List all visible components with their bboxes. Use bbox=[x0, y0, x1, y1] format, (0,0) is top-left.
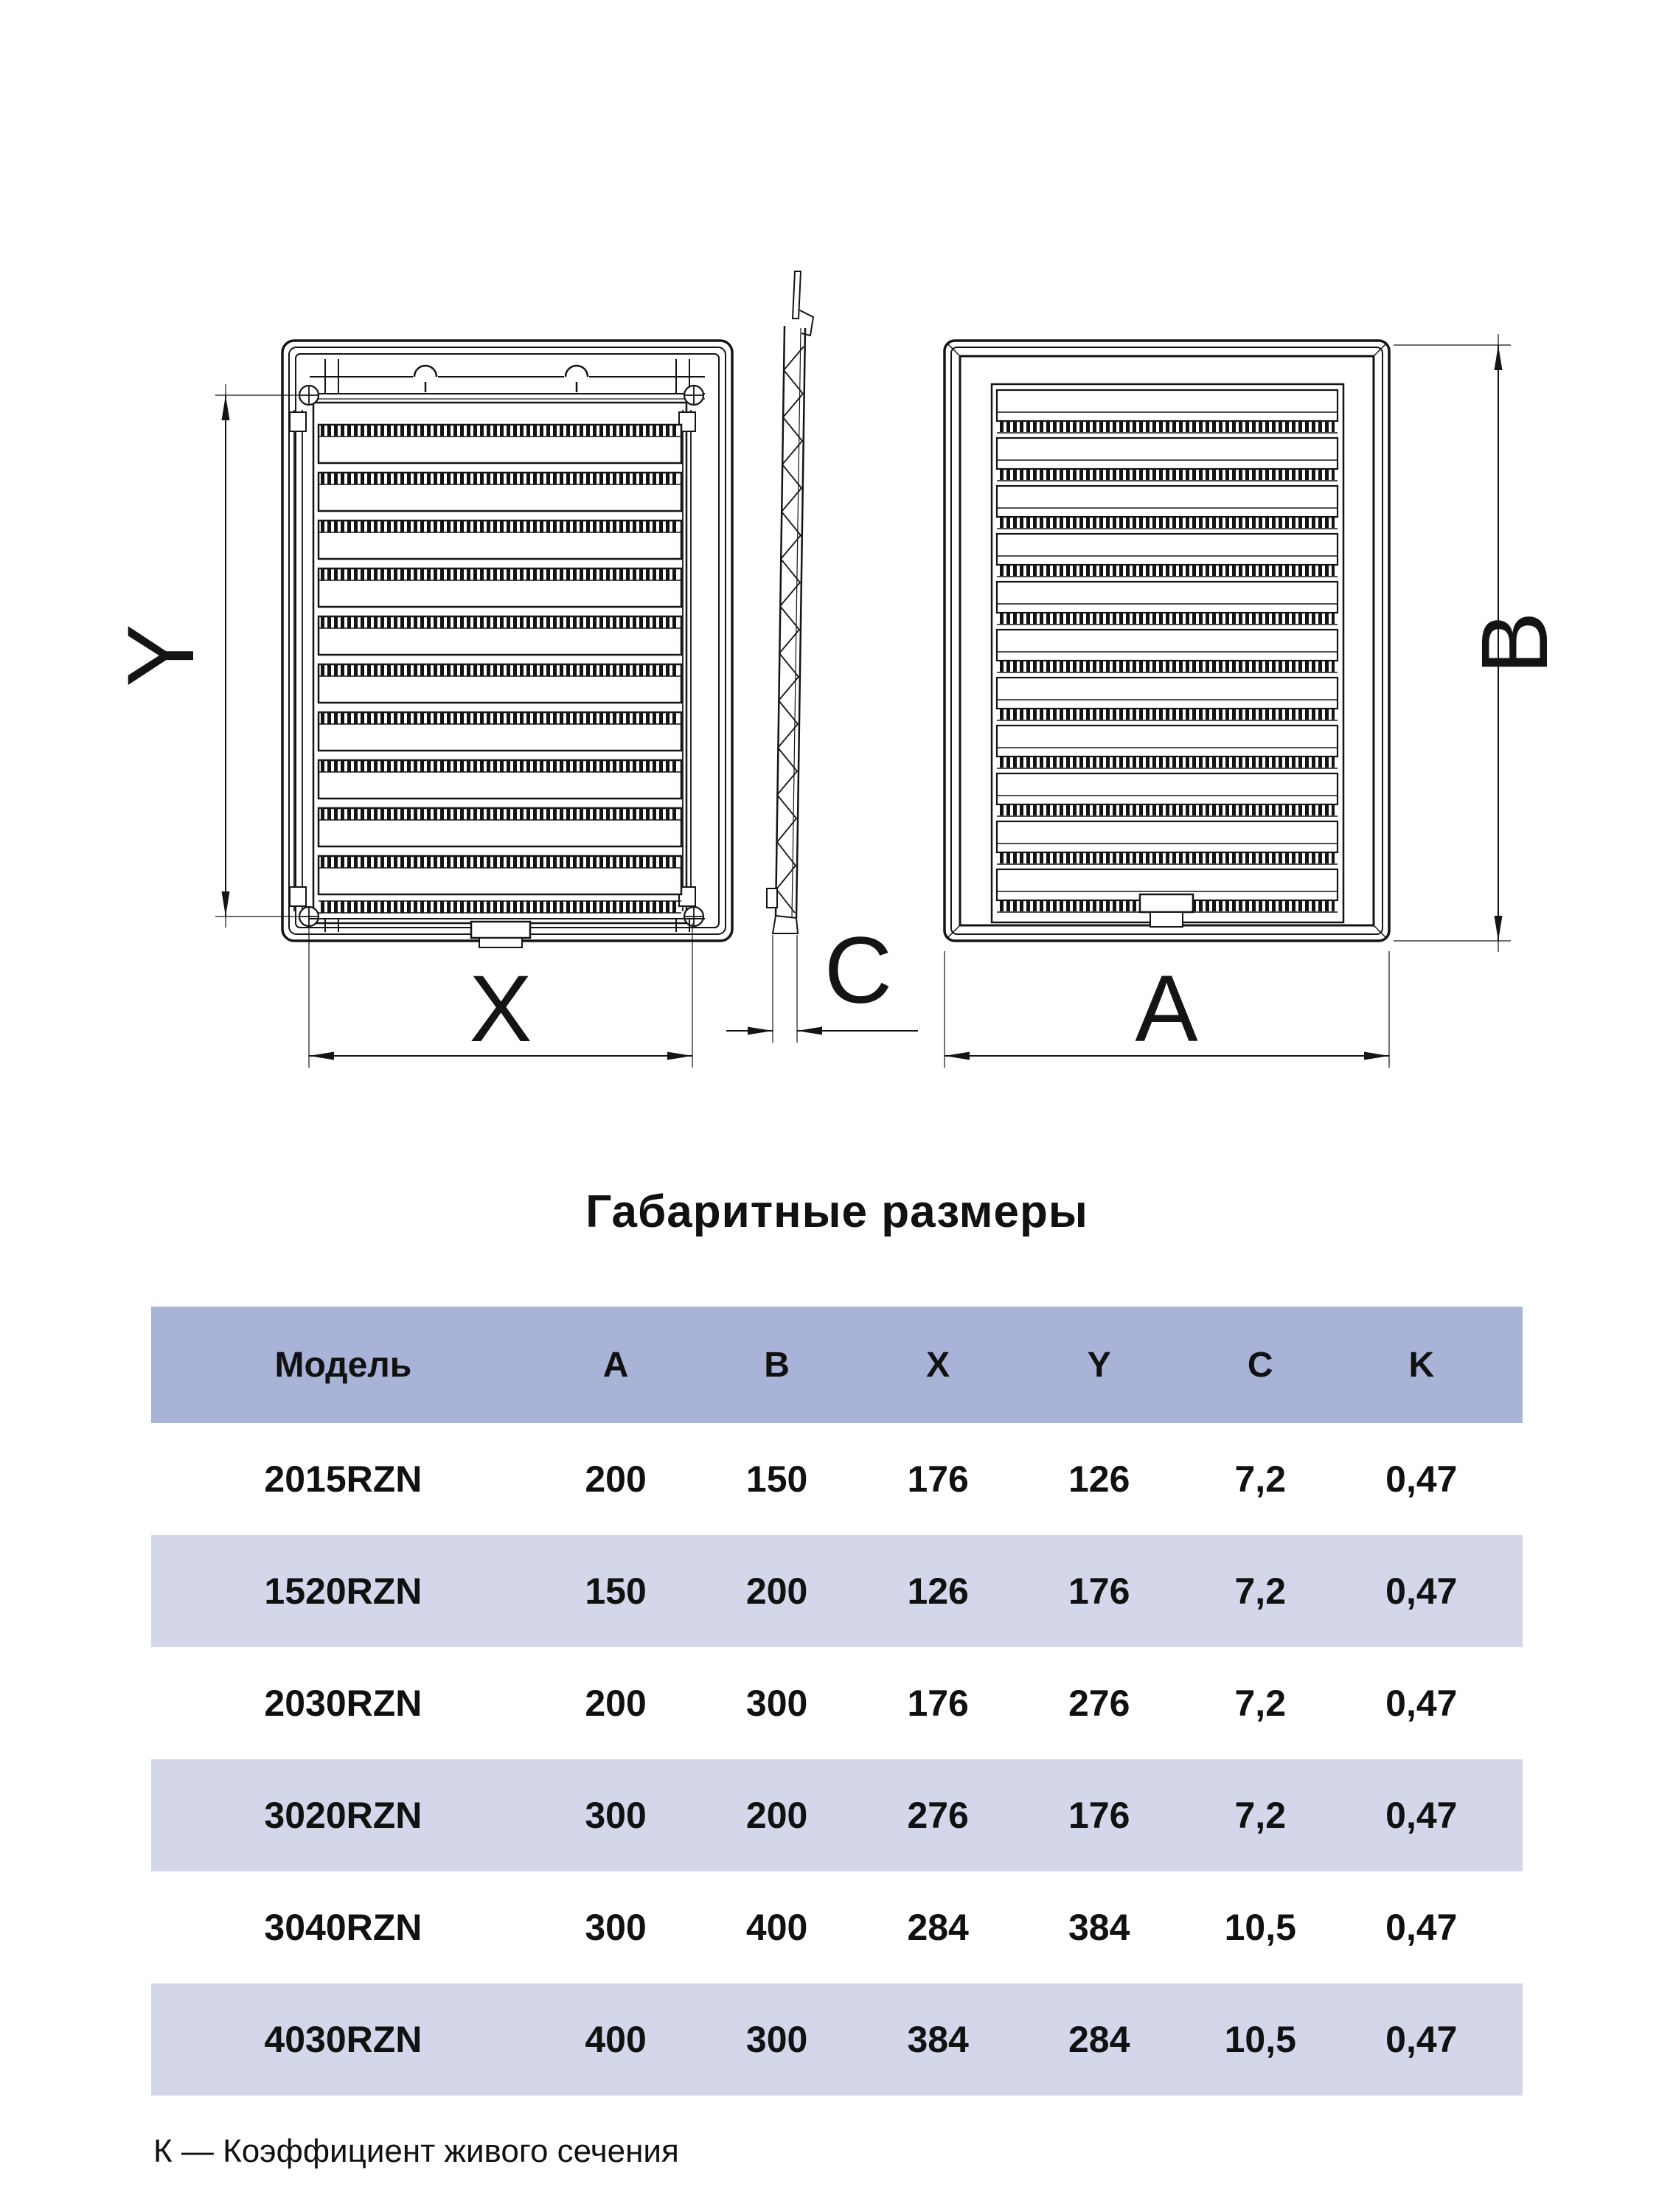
col-header-C: C bbox=[1247, 1345, 1273, 1385]
side-view-drawing bbox=[766, 271, 815, 934]
model-name: 1520RZN bbox=[264, 1571, 422, 1612]
value-Y: 176 bbox=[1068, 1795, 1130, 1836]
value-B: 200 bbox=[745, 1795, 808, 1836]
value-C: 7,2 bbox=[1234, 1458, 1287, 1500]
value-Y: 126 bbox=[1068, 1458, 1130, 1500]
dim-label-A: A bbox=[1135, 956, 1198, 1062]
dim-Y: Y bbox=[108, 384, 300, 928]
value-Y: 176 bbox=[1068, 1571, 1130, 1612]
table-row: 2015RZN 200 150 176 126 7,2 0,47 bbox=[151, 1423, 1523, 1535]
mounting-bar bbox=[310, 359, 705, 400]
value-A: 300 bbox=[585, 1907, 647, 1948]
table-row: 3020RZN 300 200 276 176 7,2 0,47 bbox=[151, 1759, 1523, 1871]
value-C: 7,2 bbox=[1234, 1683, 1287, 1724]
value-C: 10,5 bbox=[1224, 2019, 1296, 2060]
value-Y: 284 bbox=[1068, 2019, 1130, 2060]
value-K: 0,47 bbox=[1385, 1907, 1458, 1948]
value-B: 400 bbox=[745, 1907, 808, 1948]
page-title: Габаритные размеры bbox=[585, 1186, 1088, 1237]
value-X: 176 bbox=[907, 1683, 969, 1724]
value-A: 150 bbox=[585, 1571, 647, 1612]
back-latch bbox=[1138, 893, 1194, 928]
model-name: 3040RZN bbox=[264, 1907, 422, 1948]
value-K: 0,47 bbox=[1385, 1683, 1458, 1724]
screw-icon bbox=[683, 384, 705, 406]
value-B: 300 bbox=[745, 1683, 808, 1724]
bottom-latch bbox=[310, 918, 705, 948]
back-louvers bbox=[997, 390, 1338, 912]
value-K: 0,47 bbox=[1385, 2019, 1458, 2060]
value-X: 126 bbox=[907, 1571, 969, 1612]
screw-icon bbox=[298, 384, 320, 406]
model-name: 2030RZN bbox=[264, 1683, 422, 1724]
value-C: 7,2 bbox=[1234, 1795, 1287, 1836]
dim-label-Y: Y bbox=[108, 624, 214, 686]
table-row: 2030RZN 200 300 176 276 7,2 0,47 bbox=[151, 1647, 1523, 1759]
dim-A: A bbox=[944, 951, 1390, 1068]
dim-label-X: X bbox=[469, 956, 532, 1062]
side-rails bbox=[289, 410, 696, 911]
value-B: 150 bbox=[745, 1458, 808, 1500]
value-A: 200 bbox=[585, 1683, 647, 1724]
value-X: 284 bbox=[907, 1907, 969, 1948]
dimensions-table: Модель A B X Y C K 2015RZN 200 150 176 1… bbox=[151, 1307, 1523, 2096]
col-header-K: K bbox=[1408, 1345, 1435, 1385]
value-K: 0,47 bbox=[1385, 1571, 1458, 1612]
dim-label-C: C bbox=[824, 918, 892, 1023]
value-C: 10,5 bbox=[1224, 1907, 1296, 1948]
model-name: 2015RZN bbox=[264, 1458, 422, 1500]
value-K: 0,47 bbox=[1385, 1795, 1458, 1836]
back-view-drawing bbox=[943, 339, 1391, 942]
value-X: 276 bbox=[907, 1795, 969, 1836]
table-row: 1520RZN 150 200 126 176 7,2 0,47 bbox=[151, 1535, 1523, 1647]
front-view-drawing bbox=[281, 339, 734, 948]
col-header-Y: Y bbox=[1087, 1345, 1111, 1385]
keyhole-slot-icon bbox=[413, 364, 438, 378]
dimension-drawings: Y X C A B bbox=[108, 271, 1568, 1068]
value-X: 384 bbox=[907, 2019, 969, 2060]
footnote: К — Коэффициент живого сечения bbox=[153, 2133, 679, 2169]
value-C: 7,2 bbox=[1234, 1571, 1287, 1612]
keyhole-slot-icon bbox=[564, 364, 589, 378]
col-header-X: X bbox=[926, 1345, 950, 1385]
dim-C: C bbox=[726, 918, 918, 1043]
col-header-model: Модель bbox=[274, 1345, 412, 1385]
col-header-A: A bbox=[602, 1345, 629, 1385]
value-B: 300 bbox=[745, 2019, 808, 2060]
model-name: 3020RZN bbox=[264, 1795, 422, 1836]
table-row: 3040RZN 300 400 284 384 10,5 0,47 bbox=[151, 1871, 1523, 1983]
louver-profile-zigzag bbox=[775, 346, 804, 914]
table-row: 4030RZN 400 300 384 284 10,5 0,47 bbox=[151, 1983, 1523, 2096]
value-A: 400 bbox=[585, 2019, 647, 2060]
value-Y: 384 bbox=[1068, 1907, 1130, 1948]
value-B: 200 bbox=[745, 1571, 808, 1612]
model-name: 4030RZN bbox=[264, 2019, 422, 2060]
dim-B: B bbox=[1394, 334, 1568, 952]
col-header-B: B bbox=[764, 1345, 790, 1385]
dim-label-B: B bbox=[1462, 611, 1568, 674]
value-Y: 276 bbox=[1068, 1683, 1130, 1724]
value-K: 0,47 bbox=[1385, 1458, 1458, 1500]
screw-icon bbox=[683, 905, 705, 928]
value-A: 200 bbox=[585, 1458, 647, 1500]
table-header-row: Модель A B X Y C K bbox=[151, 1307, 1523, 1423]
front-louvers bbox=[319, 425, 681, 914]
value-A: 300 bbox=[585, 1795, 647, 1836]
value-X: 176 bbox=[907, 1458, 969, 1500]
dim-X: X bbox=[308, 923, 693, 1068]
